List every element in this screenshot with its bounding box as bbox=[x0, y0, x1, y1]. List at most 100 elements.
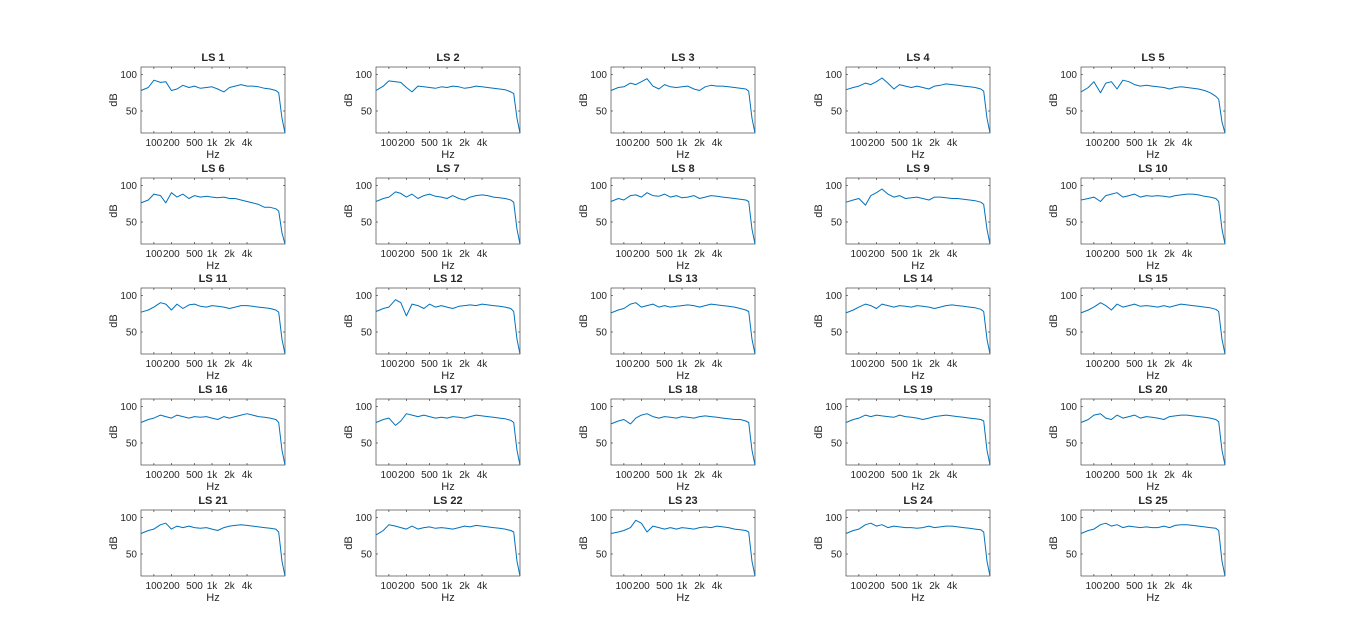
x-tick-label: 100 bbox=[851, 470, 868, 481]
x-axis-label: Hz bbox=[441, 149, 454, 161]
x-tick-label: 500 bbox=[186, 581, 203, 592]
x-tick-label: 100 bbox=[1086, 470, 1103, 481]
frequency-response-line bbox=[140, 79, 286, 134]
x-axis-label: Hz bbox=[206, 149, 219, 161]
x-tick-label: 1k bbox=[207, 359, 219, 370]
x-tick-label: 100 bbox=[1086, 359, 1103, 370]
x-tick-label: 500 bbox=[1126, 470, 1143, 481]
panel-title: LS 5 bbox=[1141, 52, 1164, 64]
y-axis-label: dB bbox=[578, 314, 590, 327]
x-tick-label: 100 bbox=[146, 581, 163, 592]
x-tick-label: 100 bbox=[381, 249, 398, 260]
frequency-response-line bbox=[1080, 79, 1226, 134]
x-tick-label: 100 bbox=[146, 359, 163, 370]
y-tick-label: 50 bbox=[126, 550, 138, 561]
y-axis-label: dB bbox=[108, 93, 120, 106]
x-tick-label: 500 bbox=[186, 359, 203, 370]
x-tick-label: 4k bbox=[947, 470, 959, 481]
panel-title: LS 22 bbox=[433, 495, 462, 507]
frequency-response-line bbox=[140, 413, 286, 466]
x-tick-label: 200 bbox=[868, 249, 885, 260]
x-tick-label: 4k bbox=[1182, 359, 1194, 370]
x-tick-label: 200 bbox=[163, 470, 180, 481]
y-tick-label: 50 bbox=[596, 439, 608, 450]
x-tick-label: 200 bbox=[398, 581, 415, 592]
x-axis-label: Hz bbox=[911, 260, 924, 272]
axes-box bbox=[1080, 177, 1226, 245]
y-tick-label: 50 bbox=[126, 328, 138, 339]
axes-box bbox=[610, 66, 756, 134]
x-tick-label: 500 bbox=[421, 249, 438, 260]
x-tick-label: 1k bbox=[912, 138, 924, 149]
y-axis-label: dB bbox=[813, 314, 825, 327]
x-tick-label: 1k bbox=[442, 138, 454, 149]
y-tick-label: 100 bbox=[825, 402, 842, 413]
panel-title: LS 7 bbox=[436, 163, 459, 175]
x-tick-label: 500 bbox=[1126, 138, 1143, 149]
y-axis-label: dB bbox=[578, 93, 590, 106]
panel-title: LS 12 bbox=[433, 273, 462, 285]
y-tick-label: 100 bbox=[355, 291, 372, 302]
x-tick-label: 500 bbox=[421, 470, 438, 481]
frequency-response-line bbox=[610, 192, 756, 245]
x-tick-label: 500 bbox=[656, 581, 673, 592]
x-tick-label: 4k bbox=[947, 581, 959, 592]
x-tick-label: 1k bbox=[912, 470, 924, 481]
x-tick-label: 100 bbox=[381, 138, 398, 149]
y-tick-label: 50 bbox=[831, 439, 843, 450]
x-axis-label: Hz bbox=[676, 260, 689, 272]
frequency-response-line bbox=[1080, 522, 1226, 577]
y-axis-label: dB bbox=[813, 204, 825, 217]
y-tick-label: 100 bbox=[825, 513, 842, 524]
y-tick-label: 50 bbox=[831, 107, 843, 118]
x-tick-label: 100 bbox=[851, 138, 868, 149]
x-tick-label: 2k bbox=[929, 470, 941, 481]
y-tick-label: 50 bbox=[596, 550, 608, 561]
axes-box bbox=[375, 509, 521, 577]
x-tick-label: 200 bbox=[398, 138, 415, 149]
x-tick-label: 4k bbox=[1182, 581, 1194, 592]
x-tick-label: 2k bbox=[1164, 470, 1176, 481]
axes-box bbox=[845, 287, 991, 355]
x-tick-label: 1k bbox=[442, 249, 454, 260]
x-tick-label: 200 bbox=[398, 470, 415, 481]
x-axis-label: Hz bbox=[676, 592, 689, 604]
x-tick-label: 2k bbox=[694, 138, 706, 149]
x-tick-label: 2k bbox=[929, 359, 941, 370]
x-tick-label: 1k bbox=[912, 249, 924, 260]
axes-box bbox=[845, 66, 991, 134]
axes-box bbox=[845, 509, 991, 577]
x-tick-label: 1k bbox=[677, 249, 689, 260]
x-tick-label: 2k bbox=[694, 249, 706, 260]
x-axis-label: Hz bbox=[911, 149, 924, 161]
frequency-response-line bbox=[610, 78, 756, 134]
x-tick-label: 2k bbox=[1164, 359, 1176, 370]
y-axis-label: dB bbox=[343, 204, 355, 217]
x-tick-label: 4k bbox=[477, 249, 489, 260]
x-tick-label: 1k bbox=[677, 359, 689, 370]
y-tick-label: 50 bbox=[361, 328, 373, 339]
x-tick-label: 4k bbox=[712, 470, 724, 481]
y-tick-label: 100 bbox=[1060, 181, 1077, 192]
y-tick-label: 50 bbox=[361, 439, 373, 450]
y-tick-label: 100 bbox=[355, 513, 372, 524]
y-tick-label: 50 bbox=[361, 218, 373, 229]
x-tick-label: 200 bbox=[398, 359, 415, 370]
x-tick-label: 500 bbox=[656, 359, 673, 370]
x-tick-label: 200 bbox=[1103, 249, 1120, 260]
x-tick-label: 2k bbox=[224, 581, 236, 592]
x-tick-label: 1k bbox=[1147, 581, 1159, 592]
frequency-response-line bbox=[140, 192, 286, 245]
x-axis-label: Hz bbox=[1146, 149, 1159, 161]
x-tick-label: 500 bbox=[421, 138, 438, 149]
y-tick-label: 100 bbox=[1060, 70, 1077, 81]
